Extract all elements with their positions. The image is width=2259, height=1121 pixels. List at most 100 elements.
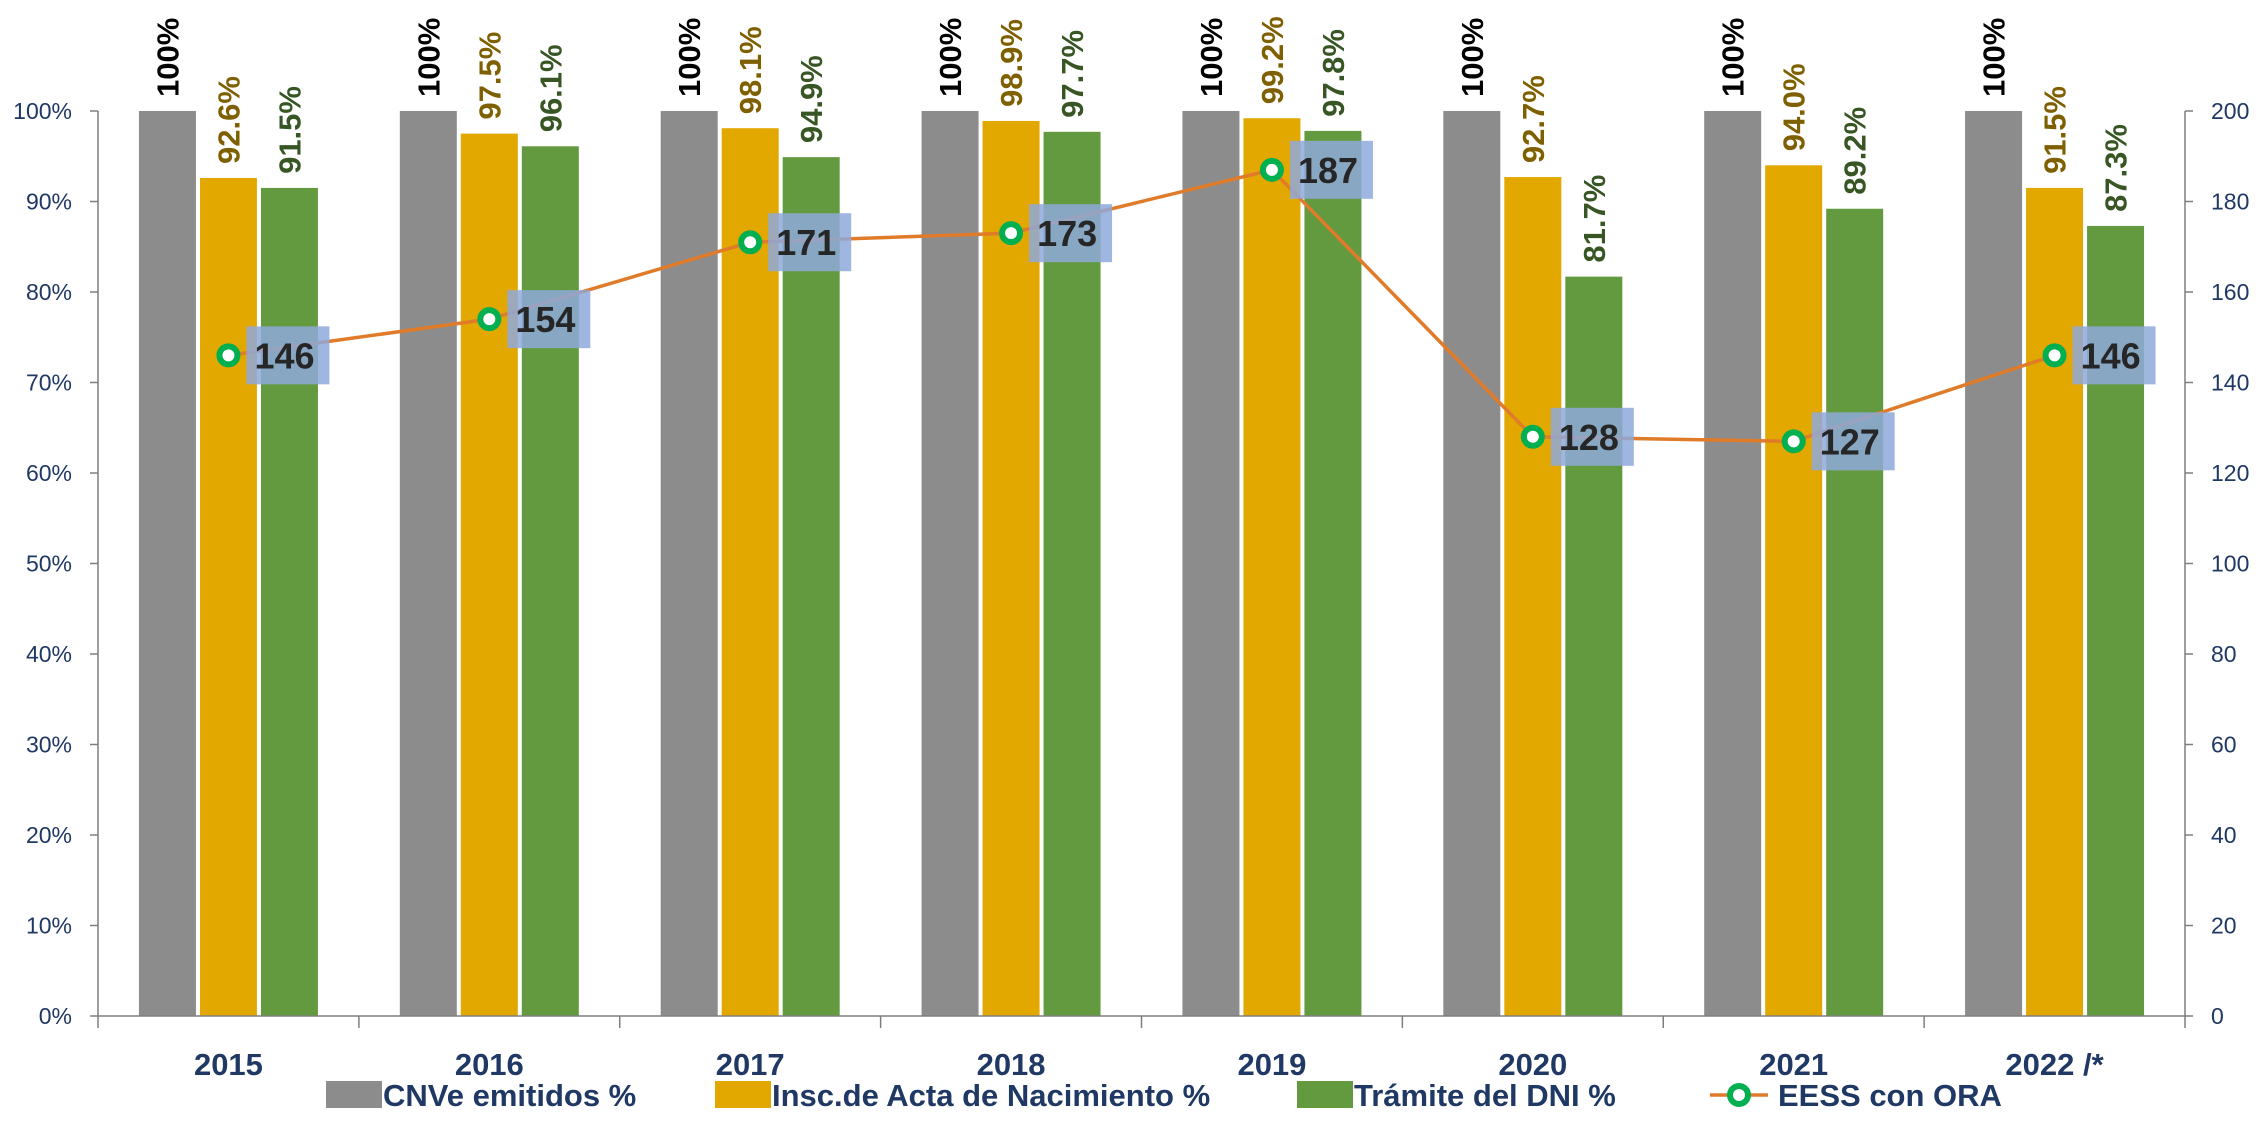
bar	[1443, 111, 1501, 1016]
line-data-label: 127	[1820, 421, 1880, 462]
line-data-label: 146	[2081, 335, 2141, 376]
right-tick-label: 20	[2211, 913, 2237, 939]
bar	[460, 133, 518, 1016]
bar-data-label: 100%	[150, 18, 185, 97]
left-tick-label: 70%	[26, 370, 72, 396]
legend: CNVe emitidos % Insc.de Acta de Nacimient…	[326, 1078, 2002, 1113]
line-data-label: 173	[1037, 213, 1097, 254]
line-label-box	[1811, 412, 1895, 471]
bar	[982, 120, 1040, 1016]
bar	[921, 111, 979, 1016]
line-point	[216, 343, 241, 368]
line-point	[738, 230, 763, 255]
x-tick-label: 2018	[977, 1047, 1046, 1082]
line-point	[2042, 343, 2067, 368]
legend-label: Insc.de Acta de Nacimiento %	[772, 1078, 1210, 1113]
legend-swatch	[326, 1081, 382, 1108]
x-tick-label: 2019	[1237, 1047, 1306, 1082]
bar	[521, 146, 579, 1017]
bar	[399, 111, 457, 1016]
left-tick-label: 80%	[26, 279, 72, 305]
bar	[1565, 276, 1623, 1016]
bar	[138, 111, 196, 1016]
legend-swatch	[1297, 1081, 1353, 1108]
x-tick-label: 2022 /*	[2005, 1047, 2104, 1082]
right-tick-label: 60	[2211, 732, 2237, 758]
bar-data-label: 89.2%	[1838, 107, 1873, 195]
left-tick-label: 30%	[26, 732, 72, 758]
x-tick-label: 2015	[194, 1047, 263, 1082]
right-tick-label: 100	[2211, 551, 2249, 577]
bar-data-label: 100%	[933, 18, 968, 97]
line-data-label: 154	[515, 299, 575, 340]
line-data-label: 128	[1559, 417, 1619, 458]
bar-data-label: 91.5%	[2038, 86, 2073, 174]
axes-layer: 0% 10% 20% 30% 40% 50% 60% 70% 80% 90% 100% 0 20 40 60…	[13, 98, 2249, 1082]
bar	[1704, 111, 1762, 1016]
line-data-label: 187	[1298, 150, 1358, 191]
bar	[1504, 177, 1562, 1016]
line-layer	[216, 140, 2156, 471]
bar-data-label: 100%	[1194, 18, 1229, 97]
bar-data-label: 100%	[672, 18, 707, 97]
labels-layer: 100% 92.6% 91.5% 100% 97.5% 96.1% 100% 98.1% 94.…	[150, 16, 2140, 462]
right-tick-label: 200	[2211, 98, 2249, 124]
bar-data-label: 97.7%	[1055, 30, 1090, 118]
bar	[1182, 111, 1240, 1016]
legend-label: CNVe emitidos %	[383, 1078, 636, 1113]
bar	[260, 187, 318, 1017]
bar	[721, 128, 779, 1016]
line-data-label: 171	[776, 222, 836, 263]
bar-data-label: 94.0%	[1777, 63, 1812, 151]
right-tick-label: 40	[2211, 822, 2237, 848]
right-tick-label: 120	[2211, 460, 2249, 486]
line-label-box	[768, 213, 852, 272]
bar	[199, 177, 257, 1017]
line-point	[1781, 429, 1806, 454]
bar-data-label: 96.1%	[533, 44, 568, 132]
x-tick-label: 2016	[455, 1047, 524, 1082]
line-data-label: 146	[254, 335, 314, 376]
bar-data-label: 97.5%	[472, 32, 507, 120]
left-tick-label: 100%	[13, 98, 72, 124]
bar	[1304, 130, 1362, 1016]
left-tick-label: 20%	[26, 822, 72, 848]
bar-data-label: 97.8%	[1316, 29, 1351, 117]
right-tick-label: 160	[2211, 279, 2249, 305]
x-tick-label: 2020	[1498, 1047, 1567, 1082]
bar-data-label: 91.5%	[272, 86, 307, 174]
left-tick-label: 90%	[26, 189, 72, 215]
bar	[660, 111, 718, 1016]
legend-swatch	[715, 1081, 771, 1108]
left-tick-label: 40%	[26, 641, 72, 667]
right-tick-label: 140	[2211, 370, 2249, 396]
bar-data-label: 87.3%	[2099, 124, 2134, 212]
line-label-box	[2072, 326, 2156, 385]
bars-layer	[138, 111, 2145, 1017]
line-point	[1259, 157, 1284, 182]
legend-label: EESS con ORA	[1778, 1078, 2002, 1113]
bar-data-label: 94.9%	[794, 55, 829, 143]
bar-data-label: 99.2%	[1255, 16, 1290, 104]
bar	[1965, 111, 2023, 1016]
right-tick-label: 180	[2211, 189, 2249, 215]
bar	[1043, 131, 1101, 1016]
bar	[1243, 118, 1301, 1017]
bar	[1765, 165, 1823, 1017]
bar-data-label: 100%	[1716, 18, 1751, 97]
bar-data-label: 92.6%	[211, 76, 246, 164]
line-label-box	[246, 326, 330, 385]
right-tick-label: 0	[2211, 1003, 2224, 1029]
left-tick-label: 60%	[26, 460, 72, 486]
legend-label: Trámite del DNI %	[1354, 1078, 1616, 1113]
right-tick-label: 80	[2211, 641, 2237, 667]
line-label-box	[1029, 204, 1113, 263]
line-point	[1520, 424, 1545, 449]
line-label-box	[507, 290, 591, 349]
bar-data-label: 100%	[1455, 18, 1490, 97]
bar-data-label: 81.7%	[1577, 175, 1612, 263]
bar	[782, 157, 840, 1016]
x-tick-label: 2021	[1759, 1047, 1828, 1082]
